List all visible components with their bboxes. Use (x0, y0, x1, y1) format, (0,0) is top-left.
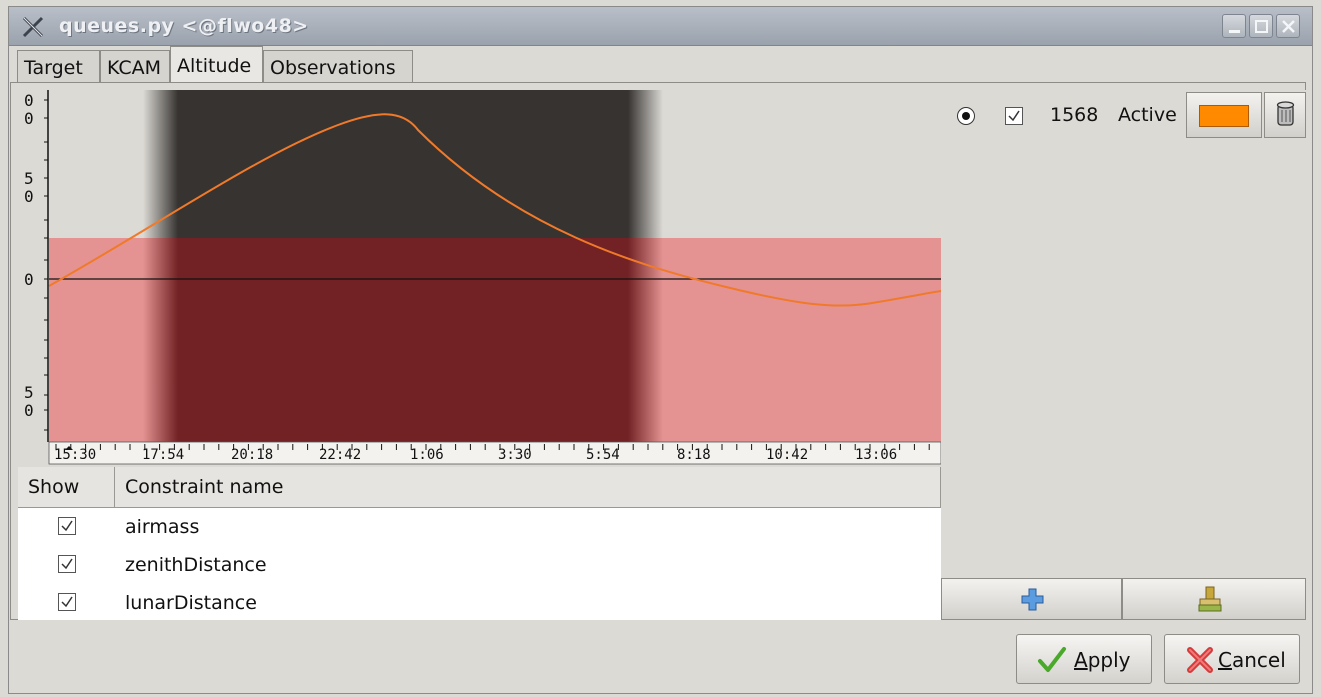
x-axis-marker-icon (65, 446, 73, 450)
cancel-icon (1187, 647, 1213, 673)
altitude-curve (48, 113, 941, 307)
plus-icon (1021, 588, 1044, 611)
maximize-button[interactable] (1249, 14, 1273, 38)
checkmark-icon (1038, 647, 1066, 672)
target-color-button[interactable] (1186, 92, 1262, 138)
close-button[interactable] (1276, 14, 1300, 38)
x-tick-label: 5:54 (586, 447, 620, 463)
minimize-icon (1229, 30, 1240, 33)
y-axis-ticks (44, 99, 48, 431)
x-tick-label: 17:54 (142, 447, 184, 463)
constraints-table-header: Show Constraint name (18, 467, 941, 508)
title-bar[interactable]: queues.py <@flwo48> (9, 7, 1312, 46)
maximize-icon (1255, 20, 1268, 33)
tab-kcam[interactable]: KCAM (100, 50, 170, 82)
tab-altitude[interactable]: Altitude (170, 46, 263, 83)
constraint-region-dawn (628, 238, 663, 442)
target-id: 1568 (1050, 104, 1099, 126)
x-tick-label: 8:18 (677, 447, 711, 463)
checkmark-icon (61, 520, 73, 532)
checkmark-icon (1008, 110, 1020, 122)
constraints-table: airmass zenithDistance lunarDistance (18, 508, 941, 620)
table-row[interactable]: zenithDistance (18, 546, 941, 584)
trash-icon (1276, 101, 1295, 126)
x-logo-icon (22, 16, 44, 38)
tab-observations[interactable]: Observations (263, 50, 413, 82)
y-tick-label: 0 (24, 401, 34, 420)
altitude-chart[interactable]: 0 0 5 0 0 5 0 15:30 17:54 20:18 22:42 1:… (18, 90, 941, 465)
constraint-name: airmass (125, 516, 200, 538)
show-checkbox[interactable] (58, 517, 76, 535)
clear-targets-button[interactable] (1122, 578, 1306, 620)
column-header-show[interactable]: Show (18, 467, 115, 507)
constraint-region-night (178, 238, 628, 442)
x-axis-bar (48, 441, 941, 465)
x-tick-label: 22:42 (319, 447, 361, 463)
minimize-button[interactable] (1222, 14, 1246, 38)
x-tick-label: 15:30 (54, 447, 96, 463)
show-checkbox[interactable] (58, 593, 76, 611)
target-status: Active (1118, 104, 1177, 126)
show-checkbox[interactable] (58, 555, 76, 573)
window-title: queues.py <@flwo48> (59, 15, 309, 37)
y-tick-label: 0 (24, 109, 34, 128)
tab-target[interactable]: Target (17, 50, 100, 82)
delete-target-button[interactable] (1264, 92, 1306, 138)
brush-icon (1198, 586, 1222, 612)
x-tick-label: 10:42 (766, 447, 808, 463)
x-tick-label: 20:18 (231, 447, 273, 463)
checkmark-icon (61, 596, 73, 608)
constraint-name: lunarDistance (125, 592, 257, 614)
y-tick-label: 0 (24, 91, 34, 110)
y-tick-label: 0 (24, 270, 34, 289)
target-radio[interactable] (957, 107, 975, 125)
targets-pane: 1568 Active (941, 90, 1306, 620)
apply-button[interactable]: Apply (1016, 634, 1152, 684)
target-visible-checkbox[interactable] (1005, 107, 1023, 125)
table-row[interactable]: airmass (18, 508, 941, 546)
apply-label: pply (1087, 648, 1131, 672)
y-tick-label: 5 (24, 383, 34, 402)
checkmark-icon (61, 558, 73, 570)
add-target-button[interactable] (941, 578, 1122, 620)
x-axis-minor-ticks (55, 444, 930, 450)
apply-mnemonic: A (1074, 648, 1088, 672)
table-row[interactable]: lunarDistance (18, 584, 941, 622)
x-tick-label: 1:06 (410, 447, 444, 463)
close-icon (1282, 20, 1295, 33)
cancel-button[interactable]: Cancel (1164, 634, 1300, 684)
x-tick-label: 13:06 (855, 447, 897, 463)
constraint-region-dusk (143, 238, 178, 442)
constraint-name: zenithDistance (125, 554, 267, 576)
cancel-mnemonic: C (1218, 648, 1232, 672)
y-tick-label: 0 (24, 187, 34, 206)
column-header-constraint-name[interactable]: Constraint name (115, 467, 941, 507)
x-tick-label: 3:30 (498, 447, 532, 463)
color-swatch (1199, 105, 1249, 127)
y-tick-label: 5 (24, 169, 34, 188)
cancel-label: ancel (1231, 648, 1286, 672)
